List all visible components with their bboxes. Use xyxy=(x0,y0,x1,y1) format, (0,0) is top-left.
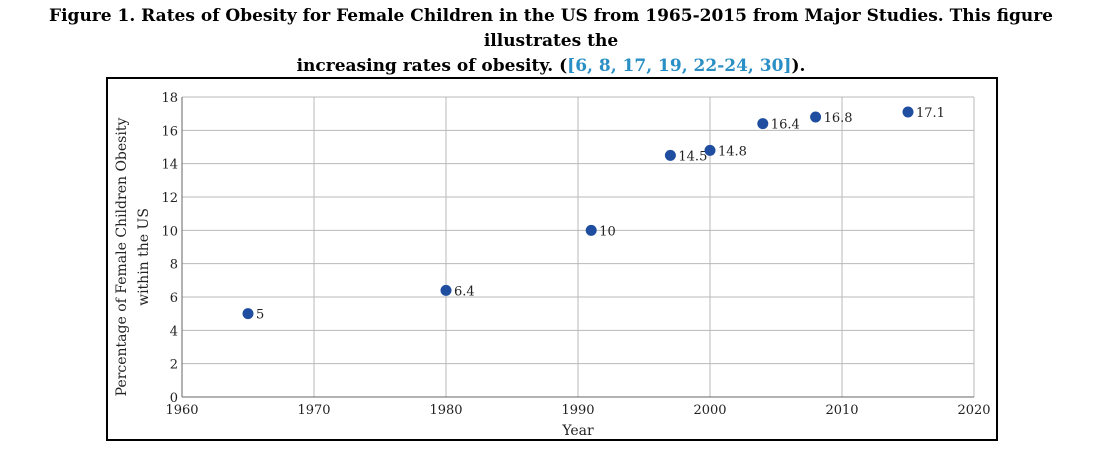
data-point[interactable] xyxy=(585,224,597,236)
caption-line-2-prefix: increasing rates of obesity. ( xyxy=(296,56,568,76)
data-label: 10 xyxy=(599,224,616,239)
y-tick-label: 18 xyxy=(161,91,178,106)
y-tick-label: 8 xyxy=(170,258,178,273)
data-label: 14.5 xyxy=(678,149,707,164)
y-axis-title-line: within the US xyxy=(136,208,152,306)
data-label: 14.8 xyxy=(718,144,747,159)
caption-line-2-suffix: ). xyxy=(791,56,806,76)
data-point[interactable] xyxy=(810,111,822,123)
y-tick-label: 4 xyxy=(170,324,178,339)
data-point[interactable] xyxy=(704,144,716,156)
x-tick-label: 1980 xyxy=(429,403,462,418)
y-axis-title-line: Percentage of Female Children Obesity xyxy=(114,118,130,397)
caption-line-1: Figure 1. Rates of Obesity for Female Ch… xyxy=(49,6,1053,51)
x-tick-label: 2010 xyxy=(825,403,858,418)
y-tick-label: 0 xyxy=(170,391,178,406)
chart-frame: 0 2 4 6 8 10 12 14 16 18 1960 1970 1980 1990 2000 2010 2… xyxy=(106,77,998,441)
x-tick-label: 2000 xyxy=(693,403,726,418)
data-point[interactable] xyxy=(664,149,676,161)
caption-line-2: increasing rates of obesity. ([6, 8, 17,… xyxy=(0,54,1102,79)
y-tick-label: 2 xyxy=(170,358,178,373)
scatter-chart: 0 2 4 6 8 10 12 14 16 18 1960 1970 1980 1990 2000 2010 2… xyxy=(114,91,991,439)
x-tick-label: 1990 xyxy=(561,403,594,418)
data-point[interactable] xyxy=(902,106,914,118)
data-label: 5 xyxy=(256,308,264,323)
data-label: 17.1 xyxy=(916,106,945,121)
x-tick-label: 2020 xyxy=(957,403,990,418)
y-tick-label: 12 xyxy=(161,191,178,206)
x-tick-label: 1970 xyxy=(297,403,330,418)
data-label: 6.4 xyxy=(454,284,475,299)
data-label: 16.8 xyxy=(824,111,853,126)
y-tick-label: 10 xyxy=(161,224,178,239)
x-axis-title: Year xyxy=(561,423,594,439)
x-tick-label: 1960 xyxy=(165,403,198,418)
y-tick-label: 16 xyxy=(161,124,178,139)
data-point[interactable] xyxy=(440,284,452,296)
data-point[interactable] xyxy=(757,118,769,130)
data-point[interactable] xyxy=(242,308,254,320)
data-label: 16.4 xyxy=(771,118,800,133)
y-tick-label: 14 xyxy=(161,158,178,173)
y-tick-label: 6 xyxy=(170,291,178,306)
citation-links[interactable]: [6, 8, 17, 19, 22-24, 30] xyxy=(567,56,792,76)
figure-caption: Figure 1. Rates of Obesity for Female Ch… xyxy=(0,4,1102,79)
